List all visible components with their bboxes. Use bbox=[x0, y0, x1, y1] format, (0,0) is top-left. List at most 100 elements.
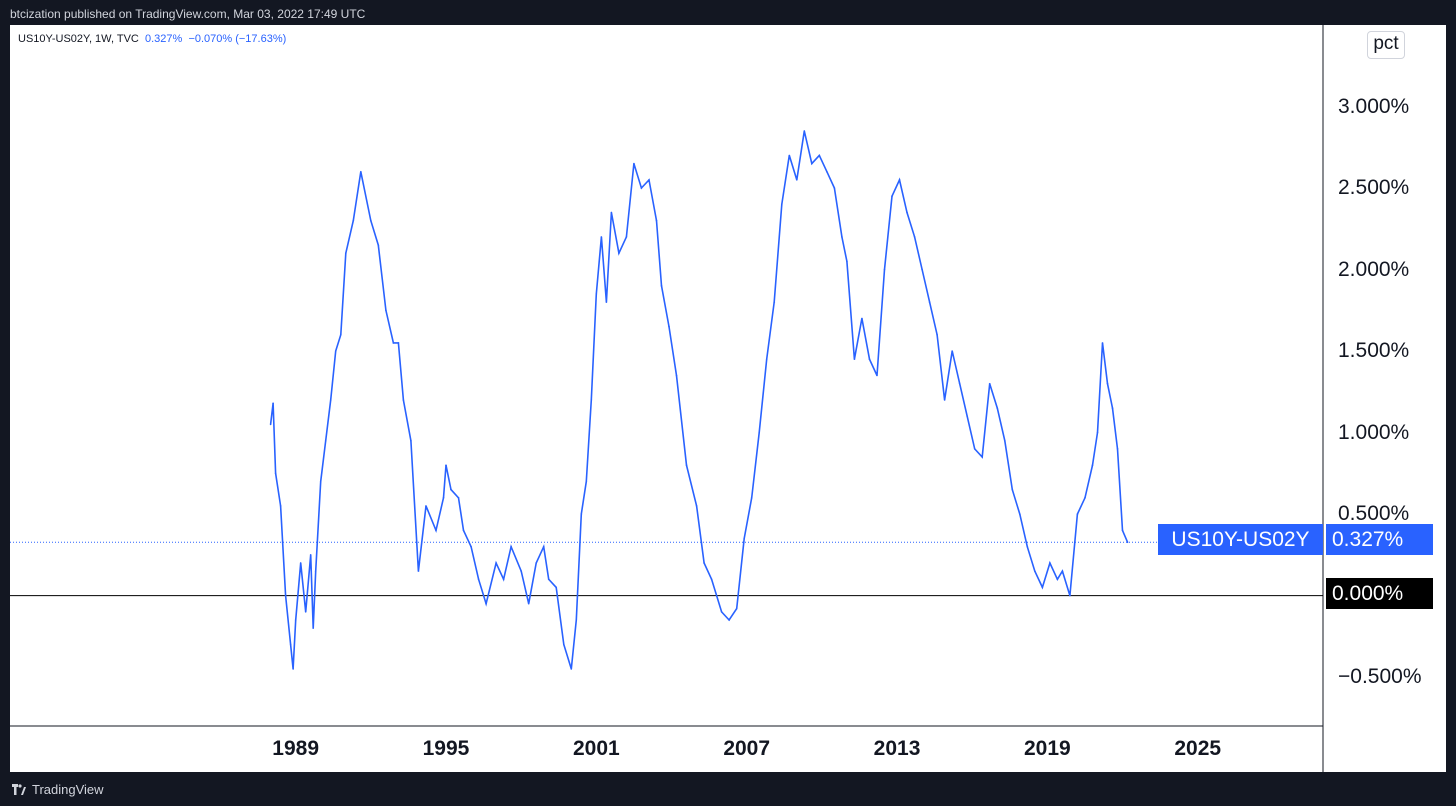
data-point bbox=[773, 301, 776, 303]
data-point bbox=[324, 439, 327, 442]
data-point bbox=[936, 333, 938, 336]
data-point bbox=[269, 423, 272, 426]
y-tick-label: −0.500% bbox=[1338, 665, 1422, 689]
data-point bbox=[780, 203, 783, 206]
data-point bbox=[284, 594, 287, 597]
data-point bbox=[1126, 541, 1129, 544]
data-point bbox=[462, 529, 465, 532]
data-point bbox=[735, 607, 738, 610]
data-point bbox=[377, 244, 380, 246]
scale-mode-button[interactable]: pct bbox=[1367, 31, 1405, 59]
data-point bbox=[1041, 586, 1044, 589]
data-point bbox=[590, 399, 593, 401]
data-point bbox=[435, 529, 437, 532]
data-point bbox=[1116, 448, 1119, 450]
data-point bbox=[510, 545, 512, 548]
last-value-badge: 0.327% bbox=[1326, 524, 1433, 555]
x-tick-label: 2025 bbox=[1174, 737, 1222, 760]
data-point bbox=[334, 350, 337, 352]
data-point bbox=[425, 505, 427, 507]
data-point bbox=[1019, 513, 1021, 515]
data-point bbox=[397, 342, 400, 344]
data-point bbox=[958, 382, 961, 385]
data-point bbox=[289, 643, 292, 646]
y-tick-label: 3.000% bbox=[1338, 94, 1410, 118]
footer: TradingView bbox=[12, 782, 104, 797]
data-point bbox=[417, 570, 420, 572]
legend-change: −0.070% (−17.63%) bbox=[188, 33, 287, 45]
data-point bbox=[547, 578, 550, 581]
data-point bbox=[633, 162, 635, 165]
data-point bbox=[605, 301, 608, 303]
data-point bbox=[648, 179, 650, 181]
data-point bbox=[743, 537, 745, 540]
data-point bbox=[370, 219, 372, 222]
y-tick-label: 2.500% bbox=[1338, 176, 1410, 200]
data-point bbox=[272, 402, 274, 405]
data-point bbox=[675, 374, 678, 377]
tradingview-logo-icon bbox=[12, 784, 26, 795]
data-point bbox=[312, 627, 314, 629]
data-point bbox=[981, 456, 984, 458]
data-point bbox=[319, 480, 322, 483]
data-point bbox=[309, 554, 312, 556]
data-point bbox=[294, 619, 297, 621]
data-point bbox=[555, 586, 558, 589]
data-point bbox=[502, 578, 505, 581]
data-point bbox=[580, 513, 583, 515]
data-point bbox=[795, 179, 798, 181]
data-point bbox=[600, 236, 603, 238]
data-point bbox=[710, 578, 713, 581]
data-point bbox=[610, 211, 613, 214]
chart-frame[interactable]: US10Y-US02Y, 1W, TVC 0.327% −0.070% (−17… bbox=[10, 25, 1446, 772]
data-point bbox=[1069, 594, 1071, 597]
plot-area[interactable] bbox=[10, 25, 1446, 772]
data-point bbox=[1091, 464, 1094, 466]
data-point bbox=[826, 170, 828, 173]
data-point bbox=[861, 317, 863, 320]
data-point bbox=[1049, 562, 1051, 564]
x-tick-label: 2013 bbox=[873, 737, 921, 760]
data-point bbox=[1084, 496, 1086, 499]
y-tick-label: 1.000% bbox=[1338, 420, 1410, 444]
data-point bbox=[1111, 407, 1114, 409]
data-point bbox=[1011, 488, 1014, 491]
data-point bbox=[883, 268, 886, 271]
data-point bbox=[891, 195, 893, 197]
y-tick-label: 1.500% bbox=[1338, 339, 1410, 363]
data-point bbox=[1096, 431, 1099, 434]
data-point bbox=[841, 236, 843, 238]
data-point bbox=[457, 496, 460, 499]
data-point bbox=[720, 611, 723, 613]
data-point bbox=[477, 578, 480, 581]
x-tick-label: 1995 bbox=[422, 737, 470, 760]
data-point bbox=[1003, 439, 1006, 442]
data-point bbox=[921, 268, 923, 271]
series-line-us10y-us02y bbox=[269, 130, 1129, 670]
data-point bbox=[818, 154, 821, 157]
data-point bbox=[685, 464, 688, 466]
data-point bbox=[595, 293, 598, 295]
x-tick-label: 2001 bbox=[572, 737, 620, 760]
data-point bbox=[750, 496, 753, 499]
data-point bbox=[385, 309, 387, 312]
data-point bbox=[485, 602, 487, 605]
data-point bbox=[339, 333, 342, 336]
data-point bbox=[833, 187, 836, 189]
data-point bbox=[765, 358, 768, 360]
zero-value-badge: 0.000% bbox=[1326, 578, 1433, 609]
data-point bbox=[728, 619, 730, 621]
data-point bbox=[1121, 529, 1124, 532]
data-point bbox=[570, 668, 573, 670]
data-point bbox=[996, 407, 999, 409]
data-point bbox=[703, 562, 705, 564]
y-tick-label: 2.000% bbox=[1338, 257, 1410, 281]
data-point bbox=[562, 643, 565, 646]
data-point bbox=[304, 611, 307, 613]
data-point bbox=[640, 187, 643, 189]
data-point bbox=[445, 464, 447, 466]
data-point bbox=[410, 439, 412, 442]
data-point bbox=[988, 382, 991, 385]
data-point bbox=[943, 399, 946, 401]
data-point bbox=[913, 236, 916, 238]
